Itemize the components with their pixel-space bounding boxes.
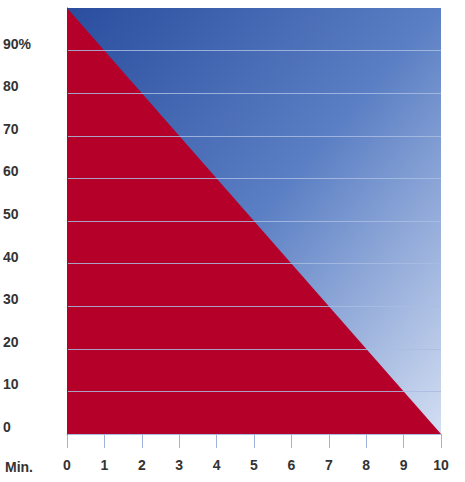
svg-text:50: 50: [3, 206, 19, 222]
svg-text:90%: 90%: [3, 36, 32, 52]
svg-text:60: 60: [3, 163, 19, 179]
svg-text:70: 70: [3, 121, 19, 137]
svg-text:6: 6: [288, 457, 296, 473]
svg-text:0: 0: [63, 457, 71, 473]
svg-text:10: 10: [3, 376, 19, 392]
svg-text:9: 9: [400, 457, 408, 473]
svg-text:7: 7: [325, 457, 333, 473]
svg-text:3: 3: [175, 457, 183, 473]
svg-text:5: 5: [250, 457, 258, 473]
svg-text:10: 10: [433, 457, 449, 473]
svg-text:Min.: Min.: [5, 459, 33, 475]
svg-text:0: 0: [3, 419, 11, 435]
svg-text:30: 30: [3, 291, 19, 307]
svg-text:20: 20: [3, 334, 19, 350]
svg-text:80: 80: [3, 78, 19, 94]
svg-text:1: 1: [101, 457, 109, 473]
svg-text:4: 4: [213, 457, 221, 473]
svg-text:2: 2: [138, 457, 146, 473]
svg-text:40: 40: [3, 249, 19, 265]
svg-text:8: 8: [362, 457, 370, 473]
